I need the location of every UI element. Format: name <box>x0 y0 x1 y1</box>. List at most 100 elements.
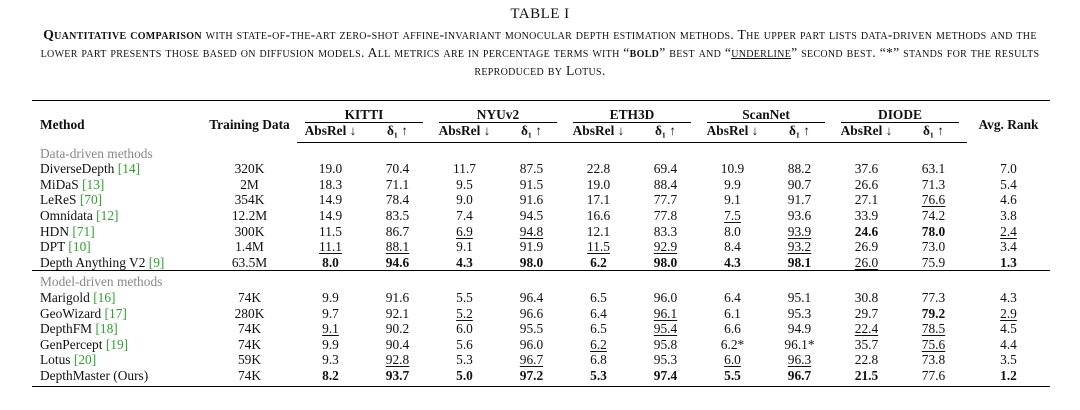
metric-cell: 98.0 <box>498 255 565 271</box>
metric-value: 7.0 <box>1000 161 1017 177</box>
metric-cell: 17.1 <box>565 192 632 208</box>
metric-cell: 5.5 <box>431 290 498 306</box>
metric-value: 98.0 <box>653 254 678 270</box>
metric-value: 94.5 <box>519 207 544 223</box>
metric-value: 9.9 <box>724 176 741 192</box>
metric-value: 71.1 <box>385 176 410 192</box>
metric-cell: 94.6 <box>364 255 431 271</box>
metric-cell: 4.6 <box>967 192 1050 208</box>
metric-cell: 2.4 <box>967 224 1050 240</box>
metric-value: 5.6 <box>456 336 473 352</box>
metric-value: 9.5 <box>456 176 473 192</box>
metric-value: 22.4 <box>854 321 879 337</box>
metric-cell: 9.5 <box>431 177 498 193</box>
metric-value: 98.0 <box>519 254 544 270</box>
metric-cell: 98.1 <box>766 255 833 271</box>
metric-cell: 78.5 <box>900 321 967 337</box>
dataset-header: ScanNet <box>707 108 825 123</box>
metric-value: 3.5 <box>1000 352 1017 368</box>
metric-value: 77.3 <box>921 289 946 305</box>
metric-value: 96.0 <box>519 336 544 352</box>
dataset-header-cell: DIODE <box>833 100 967 123</box>
metric-cell: 22.4 <box>833 321 900 337</box>
method-cell: MiDaS [13] <box>32 177 202 193</box>
metric-header: δ₁ ↑ <box>632 123 699 143</box>
table-row: Marigold [16] 74K 9.9 91.6 5.5 96.4 6.5 96.0 6.4… <box>32 290 1050 306</box>
metric-value: 4.6 <box>1000 192 1017 208</box>
metric-header: δ₁ ↑ <box>498 123 565 143</box>
metric-cell: 5.5 <box>699 367 766 387</box>
metric-cell: 92.8 <box>364 352 431 368</box>
metric-cell: 90.4 <box>364 337 431 353</box>
metric-cell: 22.8 <box>565 161 632 177</box>
metric-value: 90.4 <box>385 336 410 352</box>
metric-cell: 88.2 <box>766 161 833 177</box>
metric-cell: 14.9 <box>297 192 364 208</box>
metric-value: 69.4 <box>653 161 678 177</box>
dataset-header-cell: ETH3D <box>565 100 699 123</box>
training-data: 1.4M <box>235 239 264 255</box>
dataset-header: KITTI <box>305 108 423 123</box>
metric-value: 73.0 <box>921 239 946 255</box>
metric-cell: 6.8 <box>565 352 632 368</box>
caption-text: with state-of-the-art zero-shot affine-i… <box>40 27 1037 60</box>
metric-value: 8.0 <box>322 254 339 270</box>
metric-cell: 71.3 <box>900 177 967 193</box>
citation: [17] <box>104 305 127 321</box>
metric-cell: 77.3 <box>900 290 967 306</box>
method-name: Lotus <box>40 352 71 368</box>
metric-header: AbsRel ↓ <box>699 123 766 143</box>
metric-cell: 93.6 <box>766 208 833 224</box>
method-name: GeoWizard <box>40 305 102 321</box>
metric-cell: 6.6 <box>699 321 766 337</box>
metric-value: 88.1 <box>385 239 410 255</box>
metric-value: 6.8 <box>590 352 607 368</box>
metric-cell: 96.7 <box>498 352 565 368</box>
metric-cell: 26.0 <box>833 255 900 271</box>
caption-underline: underline <box>731 45 792 60</box>
metric-cell: 9.1 <box>297 321 364 337</box>
header-row: Method Training Data KITTI NYUv2 ETH3D ScanNe… <box>32 100 1050 143</box>
method-cell: DiverseDepth [14] <box>32 161 202 177</box>
group-label: Data-driven methods <box>40 145 153 161</box>
metric-value: 98.1 <box>787 254 812 270</box>
group-label: Model-driven methods <box>32 270 1050 290</box>
metric-value: 78.0 <box>921 223 946 239</box>
metric-cell: 3.5 <box>967 352 1050 368</box>
metric-value: 75.6 <box>921 336 946 352</box>
metric-value: 8.0 <box>724 223 741 239</box>
table-row: GenPercept [19] 74K 9.9 90.4 5.6 96.0 6.2 95.8 6… <box>32 337 1050 353</box>
metric-value: 26.6 <box>854 176 879 192</box>
metric-value: 6.0 <box>724 352 741 368</box>
metric-cell: 27.1 <box>833 192 900 208</box>
metric-value: 96.4 <box>519 289 544 305</box>
metric-cell: 14.9 <box>297 208 364 224</box>
citation: [20] <box>73 352 97 368</box>
metric-cell: 4.3 <box>699 255 766 271</box>
metric-cell: 7.0 <box>967 161 1050 177</box>
metric-cell: 35.7 <box>833 337 900 353</box>
metric-value: 88.4 <box>653 176 678 192</box>
metric-value: 83.3 <box>653 223 678 239</box>
metric-cell: 37.6 <box>833 161 900 177</box>
method-cell: GenPercept [19] <box>32 337 202 353</box>
metric-cell: 5.2 <box>431 306 498 322</box>
metric-value: 10.9 <box>720 161 745 177</box>
metric-value: 22.8 <box>854 352 879 368</box>
metric-cell: 88.1 <box>364 239 431 255</box>
table-row: HDN [71] 300K 11.5 86.7 6.9 94.8 12.1 83.3 8.0 93… <box>32 224 1050 240</box>
metric-value: 6.4 <box>724 289 741 305</box>
caption-text: ” best and “ <box>659 45 732 60</box>
metric-value: 11.5 <box>587 239 610 255</box>
method-name: DiverseDepth <box>40 161 115 177</box>
metric-value: 37.6 <box>854 161 879 177</box>
table-row: Omnidata [12] 12.2M 14.9 83.5 7.4 94.5 16.6 77.… <box>32 208 1050 224</box>
metric-value: 94.9 <box>787 321 812 337</box>
table-title: TABLE I <box>510 6 570 22</box>
metric-cell: 95.4 <box>632 321 699 337</box>
metric-cell: 78.0 <box>900 224 967 240</box>
metric-value: 2.4 <box>1000 223 1017 239</box>
metric-value: 96.0 <box>653 289 678 305</box>
method-name: HDN <box>40 223 70 239</box>
metric-value: 9.1 <box>724 192 741 208</box>
